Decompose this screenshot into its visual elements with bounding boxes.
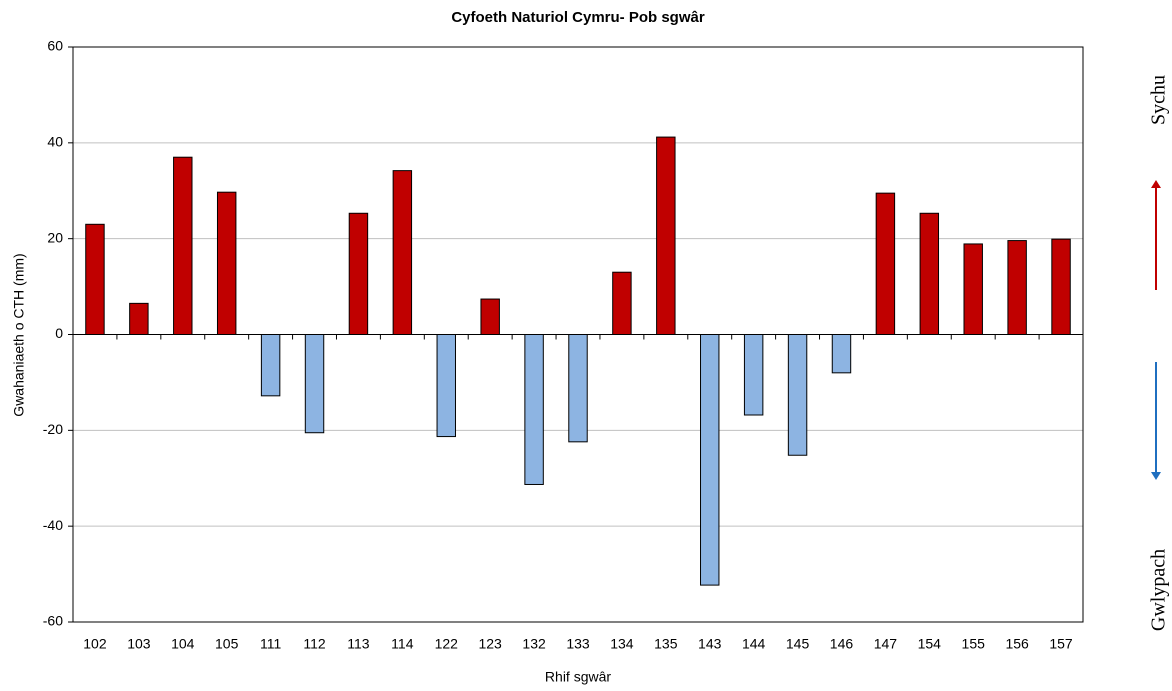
bar xyxy=(260,334,281,397)
y-tick-label: -60 xyxy=(43,613,63,629)
bar xyxy=(129,302,149,335)
x-tick-label: 132 xyxy=(522,636,546,652)
x-tick-label: 154 xyxy=(918,636,942,652)
bar xyxy=(743,334,764,416)
x-tick-label: 133 xyxy=(566,636,590,652)
y-tick-label: 0 xyxy=(55,325,63,341)
bar xyxy=(304,334,325,434)
y-tick-label: 60 xyxy=(47,38,63,54)
x-tick-label: 102 xyxy=(83,636,107,652)
x-tick-label: 134 xyxy=(610,636,634,652)
x-tick-label: 113 xyxy=(347,636,370,652)
bar xyxy=(524,334,544,485)
x-tick-label: 146 xyxy=(830,636,854,652)
chart-title: Cyfoeth Naturiol Cymru- Pob sgwâr xyxy=(451,9,705,26)
x-tick-label: 156 xyxy=(1005,636,1029,652)
bar xyxy=(216,191,237,335)
bar xyxy=(348,212,369,335)
bar xyxy=(700,334,720,586)
arrow-head xyxy=(1151,472,1161,480)
bar xyxy=(831,334,852,374)
bar xyxy=(875,192,896,335)
bar xyxy=(568,334,588,443)
x-tick-label: 147 xyxy=(874,636,898,652)
bar xyxy=(173,156,193,335)
bar xyxy=(656,136,676,335)
x-tick-label: 123 xyxy=(478,636,502,652)
x-tick-label: 122 xyxy=(435,636,459,652)
bar xyxy=(1007,240,1027,335)
x-tick-label: 143 xyxy=(698,636,722,652)
x-axis-label: Rhif sgwâr xyxy=(545,669,611,685)
x-tick-label: 157 xyxy=(1049,636,1073,652)
annotation: Sychu xyxy=(1148,75,1170,125)
y-tick-label: -20 xyxy=(43,421,63,437)
bar xyxy=(85,223,105,336)
x-tick-label: 104 xyxy=(171,636,195,652)
x-tick-label: 114 xyxy=(391,636,414,652)
x-tick-label: 103 xyxy=(127,636,151,652)
bar xyxy=(436,334,456,438)
arrow-head xyxy=(1151,180,1161,188)
x-tick-label: 155 xyxy=(962,636,986,652)
x-tick-label: 135 xyxy=(654,636,678,652)
bar xyxy=(919,212,940,335)
annotation: Gwlypach xyxy=(1148,549,1170,631)
bar xyxy=(480,298,500,335)
bar xyxy=(963,243,983,335)
x-tick-label: 111 xyxy=(260,636,281,652)
y-tick-label: 40 xyxy=(47,134,63,150)
y-tick-label: -40 xyxy=(43,517,63,533)
x-tick-label: 144 xyxy=(742,636,766,652)
bar xyxy=(1051,238,1071,335)
bar xyxy=(787,334,808,456)
y-axis-label: Gwahaniaeth o CTH (mm) xyxy=(11,253,27,416)
x-tick-label: 112 xyxy=(303,636,326,652)
bar xyxy=(612,271,632,336)
x-tick-label: 105 xyxy=(215,636,239,652)
bar xyxy=(392,170,413,335)
y-tick-label: 20 xyxy=(47,229,63,245)
x-tick-label: 145 xyxy=(786,636,810,652)
